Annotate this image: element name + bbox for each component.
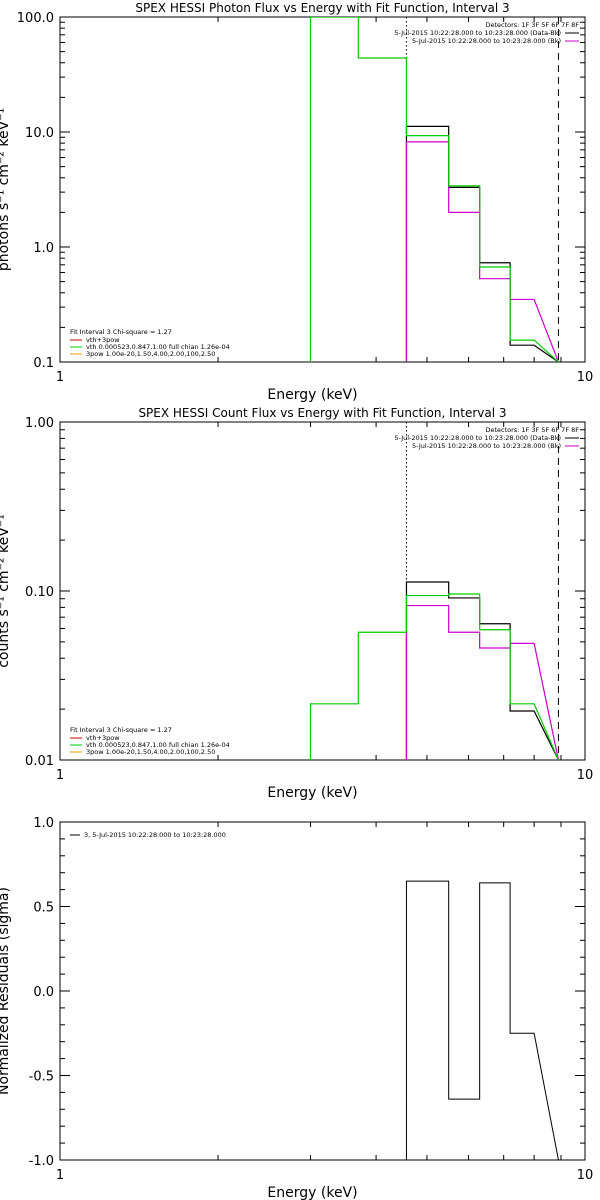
histogram-series-3: [309, 593, 559, 760]
y-tick-label: 1.0: [33, 241, 54, 256]
y-tick-label: -0.5: [29, 1070, 54, 1085]
plot-frame: [59, 821, 586, 1161]
fit-legend-entry-1: vth+3pow: [86, 336, 120, 344]
legend-entry-1: 5-Jul-2015 10:22:28.000 to 10:23:28.000 …: [394, 29, 561, 37]
chart-title: SPEX HESSI Count Flux vs Energy with Fit…: [138, 406, 506, 420]
y-tick-label: 10.0: [25, 126, 54, 141]
x-tick-label: 10: [577, 370, 594, 385]
x-tick-label: 1: [56, 370, 64, 385]
x-axis-label: Energy (keV): [267, 785, 357, 801]
histogram-series-1: [405, 581, 559, 760]
fit-legend-entry-2: vth 0.000523,0.847,1.00 full chian 1.26e…: [86, 741, 230, 749]
plot-frame: [59, 421, 586, 761]
fit-summary-text: Fit Interval 3 Chi-square = 1.27: [70, 328, 172, 336]
y-axis-label: counts s⁻¹ cm⁻² keV⁻¹: [0, 514, 12, 668]
y-tick-label: 0.10: [25, 585, 54, 600]
x-tick-label: 10: [577, 768, 594, 783]
detectors-text: Detectors: 1F 3F 5F 6F 7F 8F: [485, 21, 579, 29]
chart-panel-2: SPEX HESSI Count Flux vs Energy with Fit…: [0, 406, 593, 801]
histogram-series-1: [405, 125, 559, 362]
y-tick-label: 0.0: [33, 985, 54, 1000]
y-tick-label: 0.5: [33, 901, 54, 916]
histogram-series-3: [309, 17, 559, 362]
histogram-series-2: [405, 141, 559, 362]
y-tick-label: 1.0: [33, 816, 54, 831]
legend-entry-2: 5-Jul-2015 10:22:28.000 to 10:23:28.000 …: [412, 442, 561, 450]
fit-legend-entry-3: 3pow 1.00e-20,1.50,4.00,2.00,100,2.50: [86, 748, 215, 756]
chart-title: SPEX HESSI Photon Flux vs Energy with Fi…: [135, 1, 509, 15]
legend-entry-1: 5-Jul-2015 10:22:28.000 to 10:23:28.000 …: [394, 434, 561, 442]
plot-area: [405, 880, 559, 1160]
histogram-series-1: [405, 880, 559, 1160]
x-tick-label: 1: [56, 1168, 64, 1183]
chart-panel-1: SPEX HESSI Photon Flux vs Energy with Fi…: [0, 1, 593, 403]
y-tick-label: 0.1: [33, 356, 54, 371]
fit-legend-entry-3: 3pow 1.00e-20,1.50,4.00,2.00,100,2.50: [86, 350, 215, 358]
y-axis-label: photons s⁻¹ cm⁻² keV⁻¹: [0, 108, 12, 271]
x-axis-label: Energy (keV): [267, 387, 357, 403]
y-tick-label: 1.00: [25, 416, 54, 431]
residual-legend-entry: 3, 5-Jul-2015 10:22:28.000 to 10:23:28.0…: [84, 831, 226, 839]
plot-area: [309, 422, 560, 760]
plot-frame: [59, 16, 586, 363]
y-tick-label: 0.01: [25, 754, 54, 769]
chart-panel-3: 1 10 Energy (keV) -1.0 -0.5 0.0 0.5 1.0 Normaliz…: [0, 816, 593, 1200]
plot-area: [309, 17, 559, 362]
x-tick-label: 10: [577, 1168, 594, 1183]
y-axis-label: Normalized Residuals (sigma): [0, 887, 12, 1095]
y-tick-label: 100.0: [17, 11, 54, 26]
histogram-series-2: [405, 604, 560, 760]
fit-legend-entry-2: vth 0.000523,0.847,1.00 full chian 1.26e…: [86, 343, 230, 351]
x-tick-label: 1: [56, 768, 64, 783]
fit-legend-entry-1: vth+3pow: [86, 734, 120, 742]
x-axis-label: Energy (keV): [267, 1185, 357, 1200]
detectors-text: Detectors: 1F 3F 5F 6F 7F 8F: [485, 426, 579, 434]
legend-entry-2: 5-Jul-2015 10:22:28.000 to 10:23:28.000 …: [412, 37, 561, 45]
y-tick-label: -1.0: [29, 1154, 54, 1169]
fit-summary-text: Fit Interval 3 Chi-square = 1.27: [70, 726, 172, 734]
